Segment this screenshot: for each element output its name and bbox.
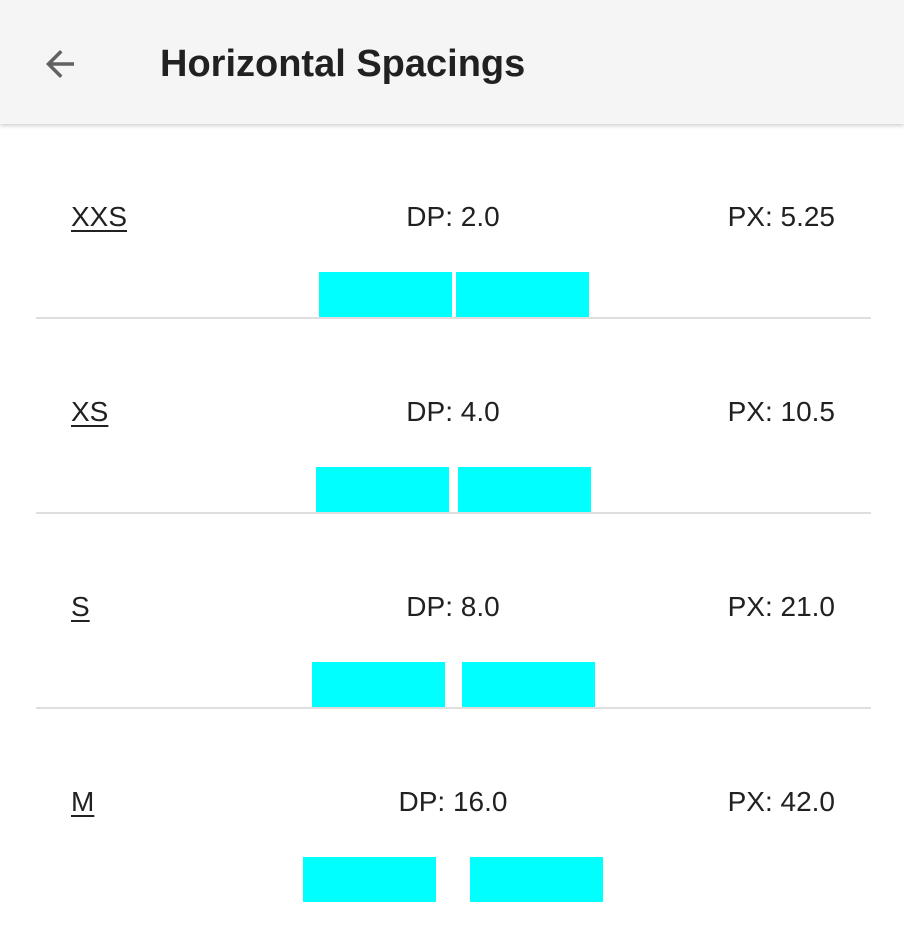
spacing-item-m: M DP: 16.0 PX: 42.0 — [0, 709, 904, 904]
spacing-list: XXS DP: 2.0 PX: 5.25 XS DP: 4.0 PX: 10.5… — [0, 124, 904, 904]
spacing-name-link[interactable]: M — [71, 786, 95, 817]
divider — [36, 512, 871, 514]
dp-value: DP: 4.0 — [406, 396, 500, 427]
preview-block-left — [319, 272, 452, 317]
spacing-preview — [0, 272, 904, 317]
spacing-preview — [0, 662, 904, 707]
dp-value: DP: 8.0 — [406, 591, 500, 622]
preview-block-left — [316, 467, 449, 512]
divider — [36, 317, 871, 319]
spacing-preview — [0, 857, 904, 902]
spacing-item-s: S DP: 8.0 PX: 21.0 — [0, 514, 904, 709]
preview-block-right — [456, 272, 589, 317]
spacing-name-link[interactable]: XS — [71, 396, 109, 427]
px-value: PX: 21.0 — [727, 591, 835, 622]
px-value: PX: 10.5 — [727, 396, 835, 427]
dp-value: DP: 16.0 — [398, 786, 508, 817]
preview-block-left — [303, 857, 436, 902]
px-value: PX: 42.0 — [727, 786, 835, 817]
spacing-item-xs: XS DP: 4.0 PX: 10.5 — [0, 319, 904, 514]
app-bar: Horizontal Spacings — [0, 0, 904, 124]
px-value: PX: 5.25 — [727, 201, 835, 232]
back-button[interactable] — [30, 34, 90, 94]
spacing-name-link[interactable]: XXS — [71, 201, 128, 232]
preview-block-left — [312, 662, 445, 707]
preview-block-right — [458, 467, 591, 512]
preview-block-right — [470, 857, 603, 902]
dp-value: DP: 2.0 — [406, 201, 500, 232]
divider — [36, 707, 871, 709]
spacing-item-xxs: XXS DP: 2.0 PX: 5.25 — [0, 124, 904, 319]
page-title: Horizontal Spacings — [160, 43, 526, 85]
spacing-preview — [0, 467, 904, 512]
spacing-name-link[interactable]: S — [71, 591, 90, 622]
preview-block-right — [462, 662, 595, 707]
arrow-back-icon — [46, 50, 74, 78]
